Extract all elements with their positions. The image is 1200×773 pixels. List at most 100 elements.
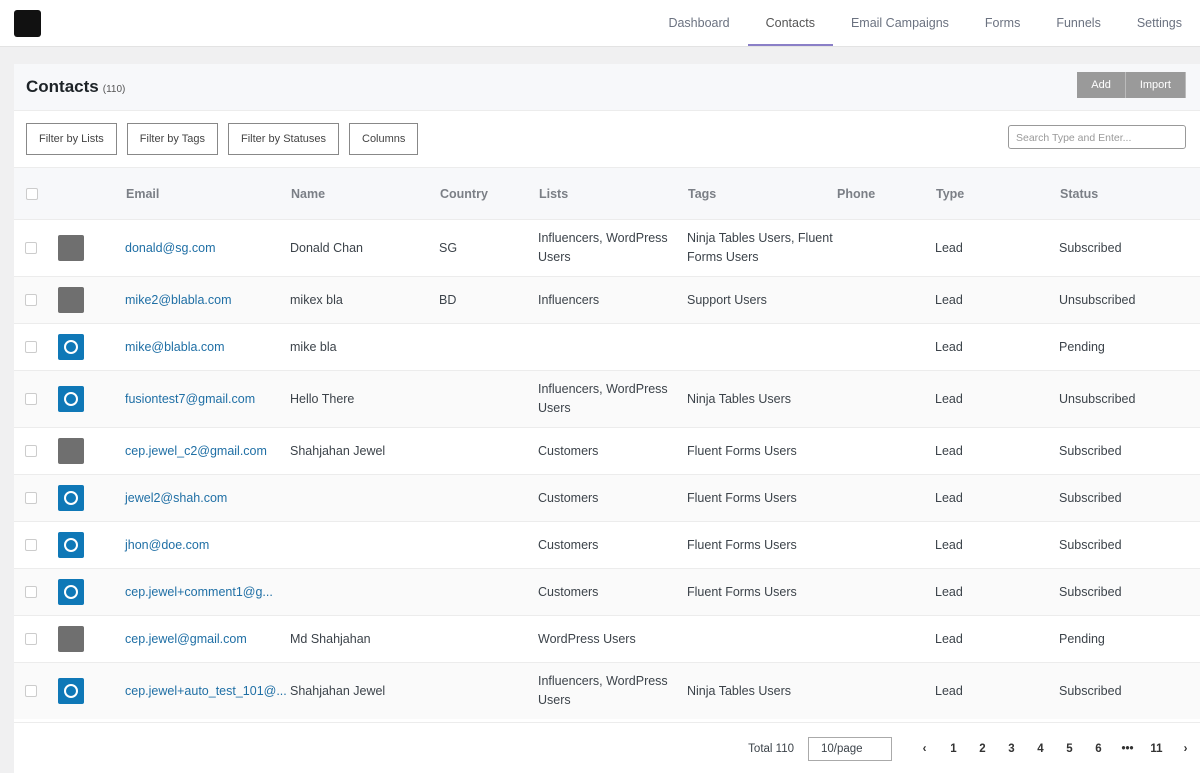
cell: Influencers, WordPress Users xyxy=(538,219,687,277)
checkbox[interactable] xyxy=(25,586,37,598)
filter-bar: Filter by Lists Filter by Tags Filter by S… xyxy=(14,111,1200,168)
checkbox[interactable] xyxy=(25,685,37,697)
cell: Customers xyxy=(538,427,687,475)
checkbox[interactable] xyxy=(25,393,37,405)
pagination: Total 110 10/page ‹ 1 2 3 4 5 6 ••• 11 › xyxy=(14,722,1200,773)
checkbox[interactable] xyxy=(25,539,37,551)
title-text: Contacts xyxy=(26,77,99,96)
table-row: fusiontest7@gmail.com Hello There Influenc… xyxy=(14,370,1200,428)
nav-item[interactable]: Dashboard xyxy=(668,16,730,30)
avatar-cell xyxy=(58,615,125,663)
contacts-card: Contacts (110) Add Import Filter by Lists F… xyxy=(14,64,1200,773)
page-size[interactable]: 10/page xyxy=(808,736,892,761)
avatar-cell xyxy=(58,370,125,428)
checkbox-cell xyxy=(14,370,58,428)
page[interactable]: ••• xyxy=(1121,742,1134,755)
cell[interactable]: jhon@doe.com xyxy=(125,521,290,569)
page[interactable]: 6 xyxy=(1095,742,1102,755)
cell[interactable]: cep.jewel@gmail.com xyxy=(125,615,290,663)
cell: Lead xyxy=(935,323,1059,371)
checkbox[interactable] xyxy=(25,242,37,254)
checkbox-cell xyxy=(14,323,58,371)
cell[interactable]: fusiontest7@gmail.com xyxy=(125,370,290,428)
cell[interactable]: mike@blabla.com xyxy=(125,323,290,371)
checkbox[interactable] xyxy=(25,445,37,457)
avatar xyxy=(58,532,84,558)
logo[interactable] xyxy=(14,10,41,37)
cell: Ninja Tables Users, Fluent Forms Users xyxy=(687,219,836,277)
next[interactable]: › xyxy=(1183,742,1188,755)
column-header: Tags xyxy=(687,168,836,220)
avatar-cell xyxy=(58,662,125,719)
cell: Pending xyxy=(1059,615,1200,663)
cell: SG xyxy=(439,219,538,277)
top-nav: Dashboard Contacts Email Campaigns Forms Fun… xyxy=(0,0,1200,47)
page[interactable]: 1 xyxy=(950,742,957,755)
page[interactable]: 11 xyxy=(1150,742,1163,755)
buttons: Add Import xyxy=(1077,72,1186,98)
cell xyxy=(836,276,935,324)
checkbox[interactable] xyxy=(26,187,38,200)
filter[interactable]: Filter by Tags xyxy=(126,123,219,155)
cell xyxy=(836,568,935,616)
cell: Fluent Forms Users xyxy=(687,521,836,569)
nav-item[interactable]: Email Campaigns xyxy=(850,16,949,30)
button[interactable]: Add xyxy=(1077,72,1126,98)
filter[interactable]: Filter by Statuses xyxy=(228,123,339,155)
checkbox[interactable] xyxy=(25,294,37,306)
cell[interactable]: mike2@blabla.com xyxy=(125,276,290,324)
page[interactable]: 5 xyxy=(1066,742,1073,755)
cell[interactable]: cep.jewel_c2@gmail.com xyxy=(125,427,290,475)
cell: BD xyxy=(439,276,538,324)
filter[interactable]: Columns xyxy=(349,123,419,155)
avatar xyxy=(58,386,84,412)
column-header: Country xyxy=(439,168,538,220)
cell: Lead xyxy=(935,219,1059,277)
filter[interactable]: Filter by Lists xyxy=(26,123,117,155)
filters: Filter by Lists Filter by Tags Filter by S… xyxy=(26,123,428,155)
cell xyxy=(538,323,687,371)
cell[interactable]: donald@sg.com xyxy=(125,219,290,277)
checkbox[interactable] xyxy=(25,341,37,353)
table-row: donald@sg.com Donald Chan SG Influencers, W… xyxy=(14,219,1200,277)
search[interactable]: Search Type and Enter... xyxy=(1008,125,1186,149)
table-row: mike@blabla.com mike bla Lead Pending xyxy=(14,323,1200,371)
cell: Unsubscribed xyxy=(1059,370,1200,428)
table-row: jewel2@shah.com Customers Fluent Forms Use… xyxy=(14,474,1200,522)
cell: Lead xyxy=(935,615,1059,663)
cell: Lead xyxy=(935,521,1059,569)
cell: Support Users xyxy=(687,276,836,324)
nav-item[interactable]: Settings xyxy=(1136,16,1182,30)
button[interactable]: Import xyxy=(1125,72,1186,98)
column-header: Phone xyxy=(836,168,935,220)
page[interactable]: 4 xyxy=(1037,742,1044,755)
nav-item[interactable]: Funnels xyxy=(1056,16,1101,30)
table-row: mike2@blabla.com mikex bla BD Influencers Su… xyxy=(14,276,1200,324)
checkbox[interactable] xyxy=(25,492,37,504)
nav-item[interactable]: Forms xyxy=(984,16,1021,30)
cell[interactable]: cep.jewel+auto_test_101@... xyxy=(125,662,290,719)
cell: Lead xyxy=(935,474,1059,522)
checkbox[interactable] xyxy=(25,633,37,645)
nav-item[interactable]: Contacts xyxy=(747,0,833,46)
avatar xyxy=(58,485,84,511)
page[interactable]: 2 xyxy=(979,742,986,755)
prev[interactable]: ‹ xyxy=(922,742,927,755)
column-header: Status xyxy=(1059,168,1200,220)
cell[interactable]: cep.jewel+comment1@g... xyxy=(125,568,290,616)
avatar-cell xyxy=(58,568,125,616)
total: Total 110 xyxy=(748,742,794,755)
avatar xyxy=(58,287,84,313)
column-header: Lists xyxy=(538,168,687,220)
page[interactable]: 3 xyxy=(1008,742,1015,755)
cell[interactable]: jewel2@shah.com xyxy=(125,474,290,522)
checkbox-cell xyxy=(14,615,58,663)
cell xyxy=(687,323,836,371)
count: (110) xyxy=(102,84,126,95)
cell: Md Shahjahan xyxy=(290,615,439,663)
cell: WordPress Users xyxy=(538,615,687,663)
avatar xyxy=(58,678,84,704)
cell xyxy=(836,474,935,522)
checkbox-cell xyxy=(14,662,58,719)
